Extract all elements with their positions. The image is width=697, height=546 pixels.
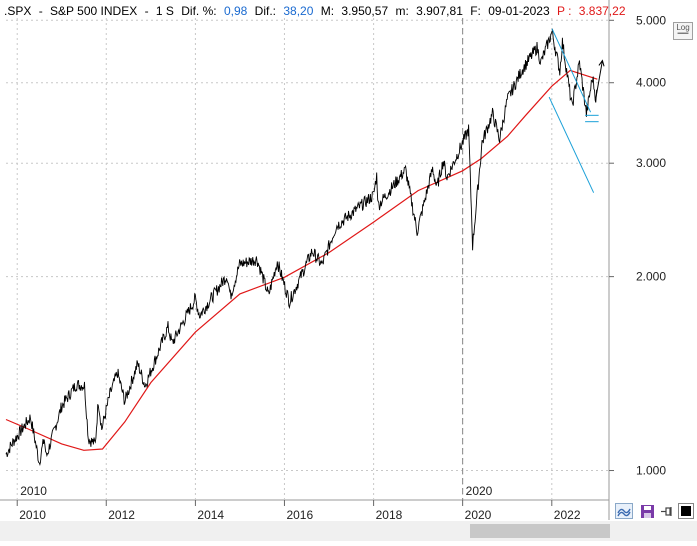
- x-tick-label: 2022: [554, 508, 581, 522]
- dif-pct-value: 0,98: [224, 4, 248, 18]
- trend-line[interactable]: [548, 96, 595, 193]
- year-marker-label: 2020: [466, 484, 493, 498]
- price-line: [5, 28, 598, 467]
- date-label: F:: [470, 4, 481, 18]
- color-button[interactable]: [678, 503, 694, 519]
- moving-average-line: [5, 69, 598, 451]
- trend-line[interactable]: [551, 28, 592, 113]
- period: 1 S: [156, 4, 174, 18]
- max-value: 3.950,57: [341, 4, 388, 18]
- index-name: S&P 500 INDEX: [50, 4, 137, 18]
- y-axis-ticks: 1.000 2.000 3.000 4.000 5.000: [609, 13, 666, 478]
- price-label: P :: [557, 4, 571, 18]
- log-scale-button[interactable]: Log ▔▔: [673, 22, 693, 41]
- y-tick-label: 4.000: [636, 76, 666, 90]
- min-value: 3.907,81: [416, 4, 463, 18]
- pin-button[interactable]: [659, 504, 674, 519]
- symbol: .SPX: [4, 4, 31, 18]
- y-tick-label: 2.000: [636, 270, 666, 284]
- log-button-glyph: ▔▔: [677, 34, 689, 41]
- save-icon: [641, 505, 654, 518]
- min-label: m:: [395, 4, 408, 18]
- save-button[interactable]: [640, 504, 655, 519]
- y-axis-panel: [609, 0, 697, 541]
- x-tick-label: 2020: [465, 508, 492, 522]
- color-square-icon: [681, 506, 691, 516]
- price-value: 3.837,22: [579, 4, 626, 18]
- x-axis-ticks: 2010 2012 2014 2016 2018 2020 2022 2010 2020: [16, 484, 581, 522]
- x-tick-label: 2018: [376, 508, 403, 522]
- dif-value: 38,20: [283, 4, 313, 18]
- dif-pct-label: Dif. %:: [181, 4, 216, 18]
- wave-icon: [617, 508, 631, 517]
- projection-arrow-head: [598, 59, 605, 67]
- y-tick-label: 1.000: [636, 464, 666, 478]
- y-tick-label: 3.000: [636, 156, 666, 170]
- chart-type-button[interactable]: [615, 503, 633, 519]
- x-tick-label: 2012: [108, 508, 135, 522]
- year-marker-label: 2010: [20, 484, 47, 498]
- x-tick-label: 2014: [197, 508, 224, 522]
- y-tick-label: 5.000: [636, 13, 666, 27]
- grid: [6, 18, 609, 500]
- projection-arrow[interactable]: [595, 60, 603, 99]
- chart-marks: [5, 28, 605, 467]
- x-tick-label: 2016: [286, 508, 313, 522]
- max-label: M:: [321, 4, 334, 18]
- x-tick-label: 2010: [19, 508, 46, 522]
- separator-2: -: [145, 4, 149, 18]
- pin-icon: [661, 507, 672, 516]
- separator: -: [39, 4, 43, 18]
- date-value: 09-01-2023: [488, 4, 550, 18]
- scrollbar-thumb[interactable]: [470, 524, 610, 538]
- chart-header: .SPX - S&P 500 INDEX - 1 S Dif. %: 0,98 …: [4, 4, 626, 18]
- dif-label: Dif.:: [255, 4, 276, 18]
- log-button-label: Log: [676, 23, 690, 32]
